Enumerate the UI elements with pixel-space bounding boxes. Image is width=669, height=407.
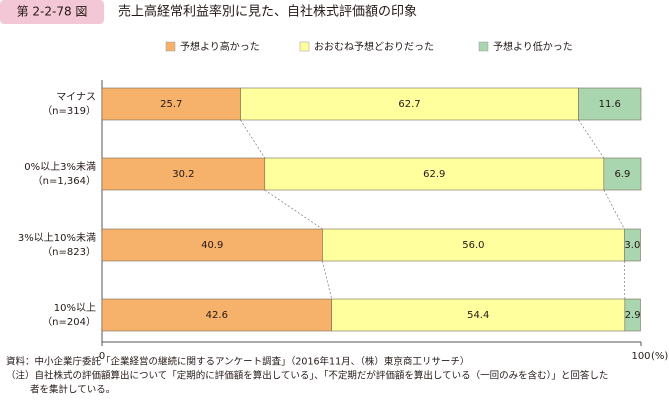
connector — [578, 119, 605, 159]
value-label: 3.0 — [624, 240, 640, 251]
connector — [603, 189, 625, 230]
x-tick-label: 100 — [631, 351, 650, 362]
value-label: 42.6 — [206, 310, 228, 321]
x-tick-label: 0 — [99, 351, 105, 362]
bar-segment — [264, 157, 605, 191]
note: 者を集計している。 — [30, 384, 115, 396]
bar-segment — [624, 298, 641, 332]
legend-label: おおむね予想どおりだった — [314, 40, 434, 53]
legend-swatch — [165, 41, 176, 52]
category-label: 3%以上10%未満 — [18, 232, 96, 244]
bar-segment — [101, 298, 332, 332]
legend-swatch — [299, 41, 310, 52]
note: 資料：中小企業庁委託「企業経営の継続に関するアンケート調査」（2016年11月、… — [6, 356, 469, 368]
connector — [240, 119, 266, 159]
bar-segment — [331, 298, 626, 332]
category-n: （n=319） — [42, 105, 96, 117]
bar-segment — [101, 87, 241, 121]
value-label: 54.4 — [467, 310, 489, 321]
category-n: （n=204） — [42, 316, 96, 328]
value-label: 30.2 — [172, 169, 194, 180]
value-label: 56.0 — [462, 240, 484, 251]
bar-segment — [623, 228, 641, 262]
value-label: 40.9 — [201, 240, 223, 251]
legend-label: 予想より低かった — [493, 40, 573, 53]
category-n: （n=823） — [42, 246, 96, 258]
bar-segment — [603, 157, 642, 191]
value-label: 6.9 — [614, 169, 630, 180]
bar-segment — [322, 228, 625, 262]
x-unit: (%) — [651, 351, 668, 362]
category-n: （n=1,364） — [33, 175, 96, 187]
badge-bg — [0, 0, 104, 24]
value-label: 62.7 — [398, 99, 420, 110]
badge: 第 2-2-78 図 — [17, 5, 88, 19]
bar-segment — [101, 228, 323, 262]
value-label: 11.6 — [599, 99, 621, 110]
value-label: 25.7 — [160, 99, 182, 110]
category-label: 10%以上 — [54, 302, 96, 314]
chart-title: 売上高経常利益率別に見た、自社株式評価額の印象 — [118, 4, 417, 20]
connector — [322, 260, 332, 300]
connector — [623, 260, 626, 300]
connector — [264, 189, 323, 230]
category-label: マイナス — [56, 91, 96, 103]
bar-segment — [101, 157, 266, 191]
legend-label: 予想より高かった — [180, 40, 260, 53]
value-label: 2.9 — [625, 310, 641, 321]
note: （注）自社株式の評価額算出について「定期的に評価額を算出している」、「不定期だが… — [6, 370, 608, 382]
legend-swatch — [478, 41, 489, 52]
value-label: 62.9 — [423, 169, 445, 180]
bar-segment — [578, 87, 642, 121]
category-label: 0%以上3%未満 — [24, 161, 96, 173]
